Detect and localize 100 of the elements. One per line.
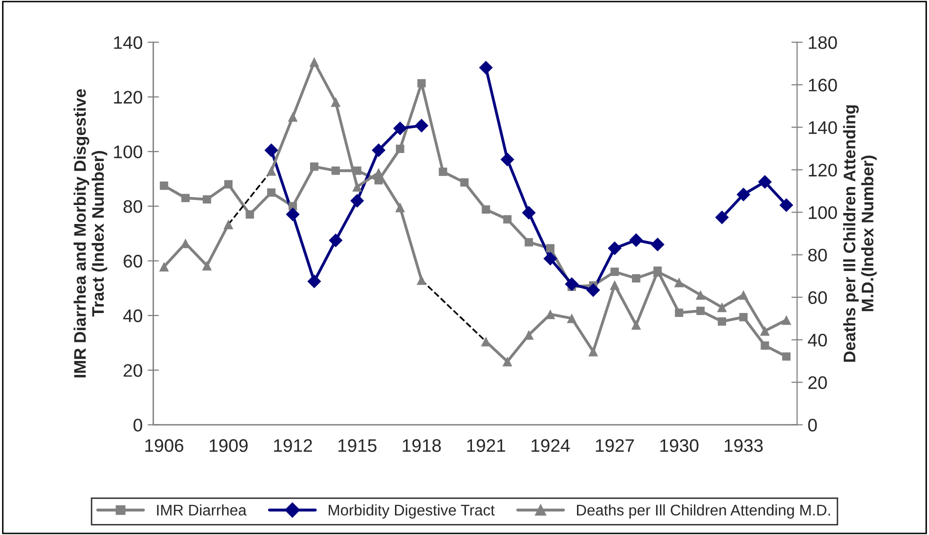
x-tick-label: 1924	[532, 439, 570, 452]
y-tick-label: 20	[124, 364, 142, 377]
point	[696, 306, 705, 316]
point	[288, 112, 298, 122]
point	[246, 210, 254, 219]
point	[416, 275, 426, 285]
point	[610, 280, 620, 290]
y2-tick-label: 80	[808, 248, 827, 262]
point	[286, 208, 300, 222]
x-tick-label: 1912	[274, 439, 312, 452]
point	[610, 268, 619, 276]
point	[779, 198, 794, 212]
point	[160, 182, 168, 190]
y-tick-label: 80	[124, 200, 142, 213]
point	[372, 143, 386, 158]
point	[307, 274, 322, 288]
legend-label: Morbidity Digestive Tract	[328, 504, 495, 519]
point	[608, 241, 622, 256]
point	[330, 97, 341, 107]
point	[267, 188, 276, 197]
point	[543, 252, 558, 266]
point	[266, 166, 276, 176]
point	[566, 313, 577, 324]
point	[502, 356, 512, 366]
y2-tick-label: 140	[808, 121, 837, 134]
x-tick-label: 1906	[145, 439, 184, 452]
point	[414, 118, 428, 132]
point	[760, 326, 770, 336]
point	[417, 79, 426, 88]
point	[328, 233, 343, 248]
point	[586, 283, 600, 297]
point	[202, 260, 212, 270]
point	[718, 317, 726, 326]
y-tick-label: 120	[114, 90, 142, 104]
point	[352, 182, 362, 192]
point	[546, 244, 554, 252]
x-tick-label: 1918	[402, 439, 441, 452]
y2-tick-label: 40	[808, 334, 827, 347]
point	[332, 166, 340, 175]
point	[736, 188, 750, 202]
point	[717, 302, 727, 312]
point	[588, 346, 598, 356]
point	[264, 143, 278, 158]
y2-tick-label: 180	[808, 36, 837, 49]
point	[564, 277, 579, 291]
point	[181, 194, 190, 202]
y-tick-label: 60	[124, 254, 142, 268]
point	[696, 290, 706, 300]
point	[629, 233, 644, 247]
point	[224, 180, 233, 189]
y-tick-label: 100	[114, 145, 142, 158]
point	[395, 202, 405, 212]
y2-tick-label: 20	[808, 376, 827, 390]
point	[310, 162, 318, 171]
legend-label: Deaths per Ill Children Attending M.D.	[577, 504, 830, 519]
point	[715, 210, 729, 224]
y-tick-label: 0	[134, 418, 142, 432]
point	[522, 206, 536, 220]
point	[650, 238, 664, 252]
point	[674, 308, 684, 317]
y2-tick-label: 0	[808, 418, 817, 432]
x-tick-label: 1921	[467, 439, 506, 452]
point	[503, 215, 512, 224]
y-tick-label: 140	[114, 36, 142, 49]
point	[739, 312, 748, 322]
y2-tick-label: 60	[808, 291, 827, 304]
y2-tick-label: 100	[808, 206, 837, 219]
point	[180, 238, 190, 248]
y-tick-label: 40	[123, 309, 142, 322]
point	[309, 57, 320, 67]
point	[674, 278, 684, 288]
y2-tick-label: 160	[808, 78, 837, 92]
point	[524, 238, 533, 246]
x-tick-label: 1933	[724, 439, 763, 452]
x-tick-label: 1927	[596, 439, 634, 452]
x-tick-label: 1915	[338, 439, 376, 452]
point	[350, 194, 364, 208]
x-tick-label: 1930	[660, 439, 698, 452]
point	[738, 290, 748, 300]
y2-tick-label: 120	[808, 164, 837, 176]
point	[524, 330, 534, 340]
point	[202, 195, 212, 204]
point	[396, 144, 404, 153]
point	[758, 175, 772, 189]
point	[224, 220, 234, 230]
point	[760, 341, 770, 350]
point	[482, 205, 490, 214]
point	[159, 262, 169, 272]
point	[479, 60, 493, 75]
point	[481, 336, 491, 346]
y2-axis-title: Deaths per Ill Children Attending M.D.(Index Number)	[843, 105, 877, 362]
legend-label: IMR Diarrhea	[157, 504, 247, 516]
point	[631, 320, 641, 330]
point	[438, 168, 448, 176]
point	[782, 352, 791, 361]
point	[393, 121, 407, 136]
point	[460, 178, 469, 187]
point	[781, 315, 792, 325]
y-axis-title: IMR Diarrhea and Morbity Disgestive Tract (Index Number)	[74, 89, 108, 378]
x-tick-label: 1909	[210, 439, 248, 452]
